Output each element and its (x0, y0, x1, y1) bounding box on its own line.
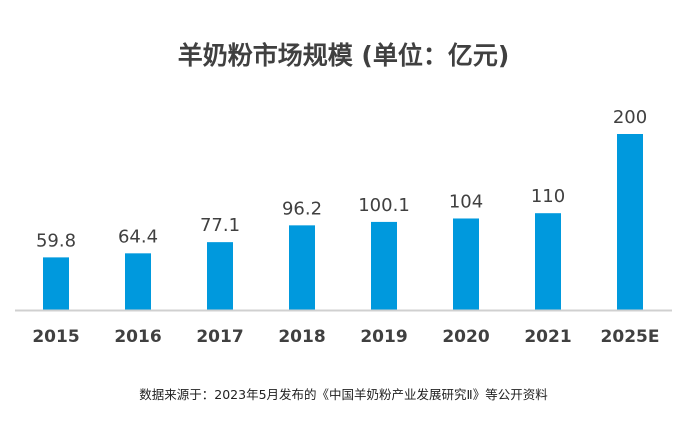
chart-title: 羊奶粉市场规模 (单位：亿元) (177, 41, 510, 70)
bar (289, 225, 315, 310)
bar (535, 213, 561, 310)
value-label: 104 (449, 191, 483, 212)
bar (617, 134, 643, 310)
x-tick-label: 2015 (32, 327, 79, 347)
value-label: 96.2 (282, 198, 322, 219)
x-tick-label: 2025E (601, 327, 660, 347)
x-tick-label: 2019 (360, 327, 407, 347)
x-tick-label: 2017 (196, 327, 243, 347)
x-tick-label: 2021 (524, 327, 571, 347)
x-tick-label: 2016 (114, 327, 161, 347)
x-tick-label: 2020 (442, 327, 489, 347)
value-label: 200 (613, 107, 647, 128)
value-label: 100.1 (358, 195, 410, 216)
value-label: 59.8 (36, 230, 76, 251)
bar (207, 242, 233, 310)
x-tick-label: 2018 (278, 327, 325, 347)
bar (371, 221, 397, 310)
bar (453, 218, 479, 310)
bar (125, 253, 151, 310)
value-label: 110 (531, 186, 565, 207)
value-label: 64.4 (118, 226, 158, 247)
source-note: 数据来源于：2023年5月发布的《中国羊奶粉产业发展研究Ⅱ》等公开资料 (139, 387, 548, 402)
value-label: 77.1 (200, 215, 240, 236)
bar (43, 257, 69, 310)
